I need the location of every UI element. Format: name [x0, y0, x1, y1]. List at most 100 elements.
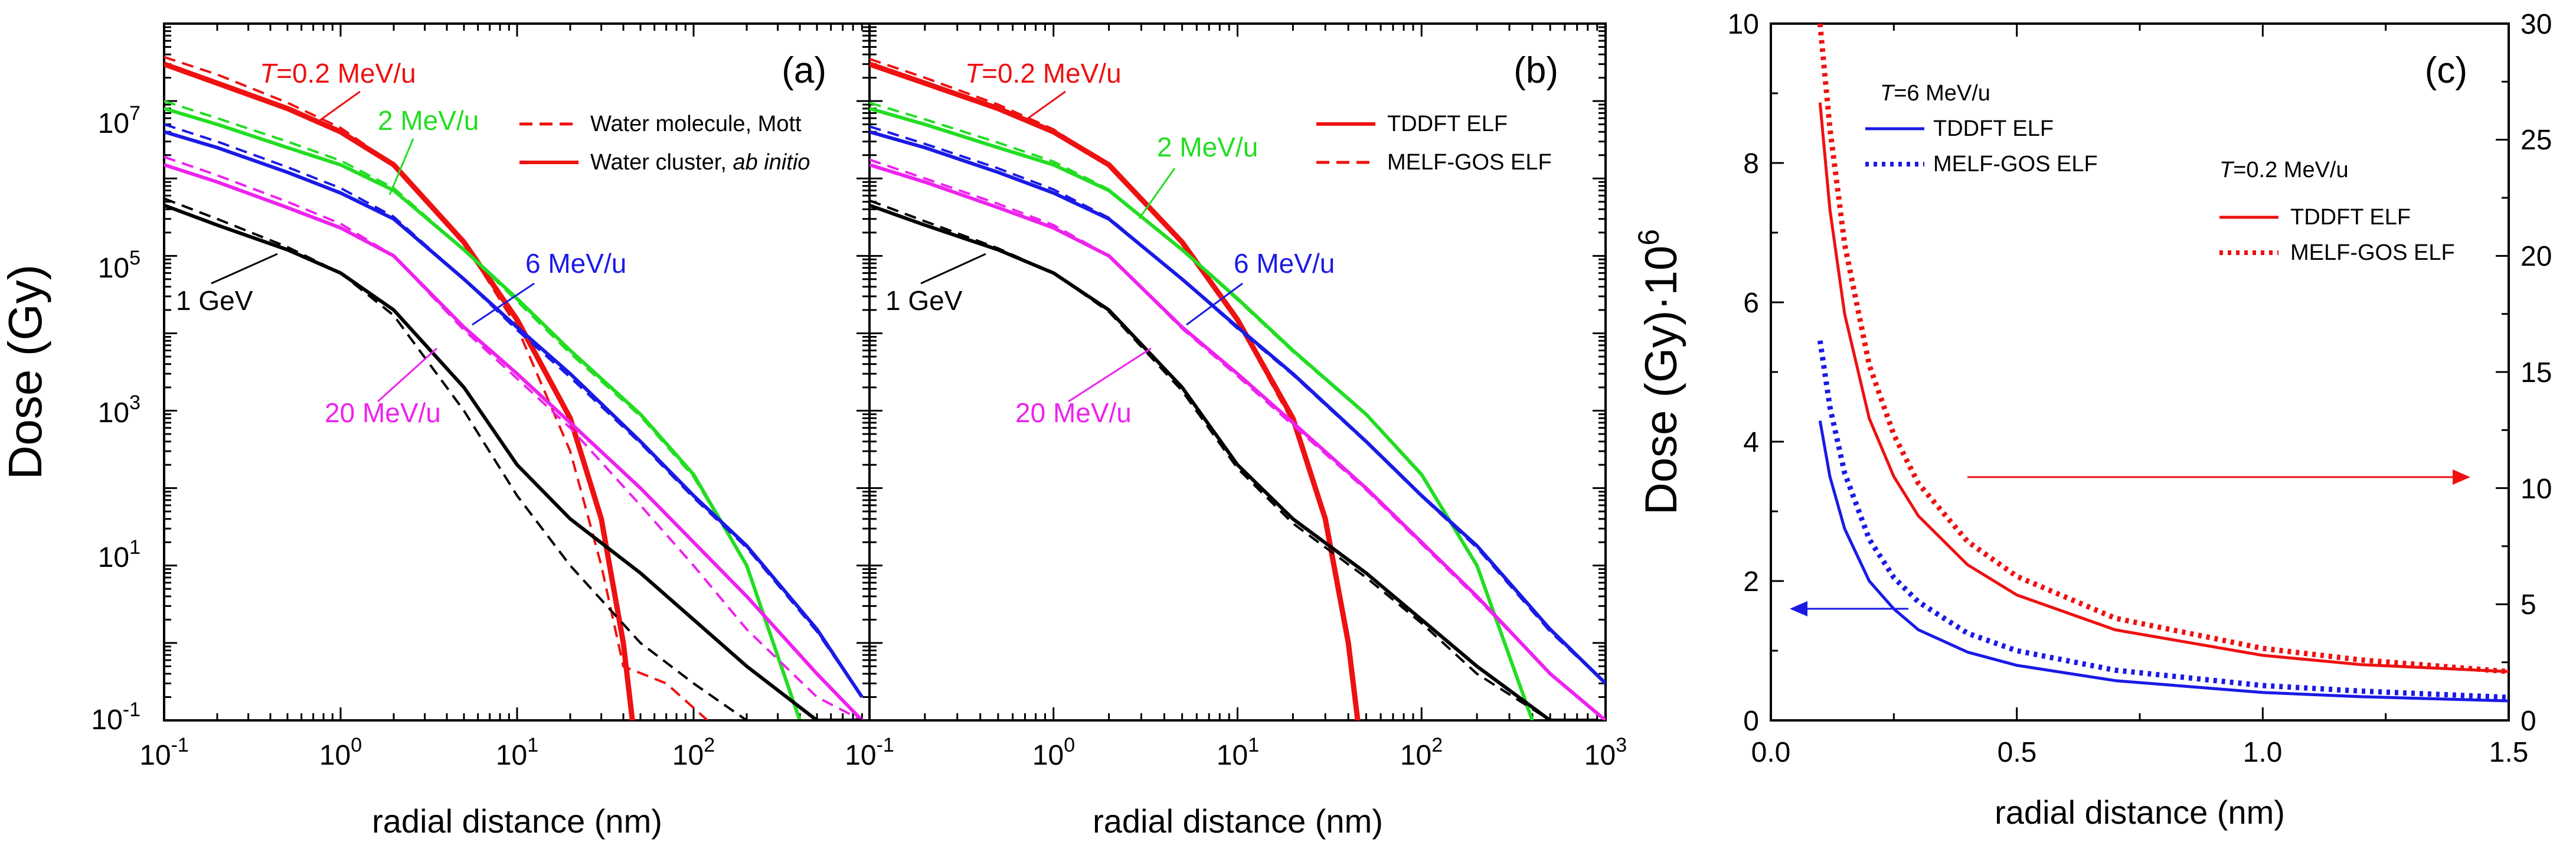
panel-label-c: (c) — [2425, 50, 2467, 91]
x-axis-label-b: radial distance (nm) — [1093, 802, 1383, 840]
y-axis-label: Dose (Gy) — [0, 265, 51, 480]
annotation-pointer — [377, 347, 438, 403]
series-line-solid — [164, 61, 635, 720]
annotation-6-mev: 6 MeV/u — [1234, 248, 1335, 279]
y2-tick-label: 25 — [2521, 125, 2552, 156]
annotation-6-mev: 6 MeV/u — [525, 248, 626, 279]
panel-b-x-tick-labels: 10-1 100 101 102 103 — [845, 734, 1627, 771]
legend-title-6-mev: T=6 MeV/u — [1880, 81, 1990, 106]
legend-label: Water molecule, Mott — [590, 112, 802, 136]
annotation-1-gev: 1 GeV — [176, 285, 253, 316]
annotation-2-mev: 2 MeV/u — [1157, 132, 1258, 162]
annotation-pointer — [1186, 282, 1243, 326]
panel-a-annotations: T=0.2 MeV/u 2 MeV/u 6 MeV/u 20 MeV/u 1 G… — [176, 58, 626, 428]
y-tick-label: 105 — [98, 247, 140, 284]
series-line-dashed — [869, 125, 1606, 684]
x-tick-label: 102 — [672, 734, 715, 771]
panel-c-x-tick-labels: 0.0 0.5 1.0 1.5 — [1751, 737, 2529, 768]
legend-label: TDDFT ELF — [2290, 205, 2411, 230]
series-line-dashed — [164, 123, 863, 698]
panel-c-curves — [1817, 24, 2509, 703]
panel-a-x-tick-labels: 10-1 100 101 102 — [139, 734, 715, 771]
y2-tick-label: 20 — [2521, 241, 2552, 272]
series-line-solid — [164, 130, 864, 699]
x-tick-label: 10-1 — [139, 734, 189, 771]
y-tick-label: 8 — [1743, 148, 1759, 180]
x-tick-label: 10-1 — [845, 734, 894, 771]
x-tick-label: 1.0 — [2243, 737, 2283, 768]
series-line-solid — [869, 61, 1361, 720]
y-tick-label: 107 — [98, 102, 140, 139]
annotation-pointer — [1138, 168, 1176, 219]
y-tick-label: 101 — [98, 536, 140, 573]
x-tick-label: 101 — [496, 734, 538, 771]
panel-c-y2-tick-labels: 0 5 10 15 20 25 30 — [2521, 9, 2552, 737]
annotation-pointer — [318, 90, 361, 122]
legend-label: Water cluster, ab initio — [590, 150, 810, 175]
annotation-2-mev: 2 MeV/u — [378, 105, 479, 136]
series-line-solid — [869, 203, 1597, 720]
panel-b-curves — [869, 57, 1606, 720]
legend-label: MELF-GOS ELF — [2290, 240, 2455, 265]
panel-c-y-tick-labels: 0 2 4 6 8 10 — [1728, 9, 1759, 737]
arrow-right-head — [2453, 469, 2470, 485]
panel-a-ticks — [163, 22, 869, 722]
x-axis-label-a: radial distance (nm) — [372, 802, 662, 840]
y2-tick-label: 30 — [2521, 9, 2552, 40]
x-tick-label: 102 — [1400, 734, 1443, 771]
panel-b-annotations: T=0.2 MeV/u 2 MeV/u 6 MeV/u 20 MeV/u 1 G… — [885, 58, 1335, 428]
annotation-0.2-mev: T=0.2 MeV/u — [260, 58, 416, 89]
series-line-solid — [869, 130, 1606, 685]
annotation-pointer — [1024, 90, 1066, 122]
annotation-pointer — [211, 253, 278, 285]
x-tick-label: 103 — [1584, 734, 1627, 771]
x-tick-label: 0.5 — [1998, 737, 2037, 768]
annotation-pointer — [388, 138, 414, 195]
y-tick-label: 10-1 — [91, 699, 140, 736]
legend-label: TDDFT ELF — [1933, 116, 2054, 141]
panel-a-y-tick-labels: 10-1 101 103 105 107 — [91, 102, 140, 736]
y2-tick-label: 0 — [2521, 706, 2536, 737]
annotation-pointer — [1068, 347, 1152, 403]
series-line-solid — [1818, 420, 2509, 703]
series-line-dotted — [1817, 24, 2509, 674]
y-axis-label-c: Dose (Gy)·106 — [1632, 229, 1686, 515]
series-line-solid — [164, 163, 864, 720]
panel-c-ticks — [1770, 22, 2510, 722]
series-line-dashed — [164, 56, 709, 720]
annotation-1-gev: 1 GeV — [885, 285, 963, 316]
panel-a-legend: Water molecule, Mott Water cluster, ab i… — [519, 112, 810, 175]
annotation-pointer — [920, 253, 986, 285]
legend-label: MELF-GOS ELF — [1933, 152, 2098, 177]
legend-title-0.2-mev: T=0.2 MeV/u — [2219, 158, 2349, 182]
y-tick-label: 6 — [1743, 288, 1759, 319]
panel-b-ticks — [868, 22, 1607, 722]
annotation-20-mev: 20 MeV/u — [1015, 397, 1132, 428]
arrow-left-head — [1790, 601, 1807, 616]
panel-c-legend: T=6 MeV/u TDDFT ELF MELF-GOS ELF T=0.2 M… — [1865, 81, 2455, 265]
series-line-dashed — [164, 100, 801, 720]
annotation-pointer — [472, 282, 535, 326]
legend-label: TDDFT ELF — [1387, 112, 1508, 136]
x-tick-label: 1.5 — [2489, 737, 2529, 768]
panel-b-legend: TDDFT ELF MELF-GOS ELF — [1316, 112, 1552, 175]
series-line-solid — [164, 106, 802, 720]
series-line-dashed — [164, 197, 862, 720]
panel-c-arrows — [1790, 469, 2470, 616]
panel-label-a: (a) — [782, 50, 826, 91]
y-tick-label: 103 — [98, 391, 140, 429]
x-tick-label: 101 — [1217, 734, 1259, 771]
y-tick-label: 0 — [1743, 706, 1759, 737]
series-line-solid — [164, 203, 862, 720]
y2-tick-label: 10 — [2521, 474, 2552, 505]
series-line-dotted — [1817, 340, 2509, 700]
series-line-dashed — [869, 57, 1359, 720]
x-tick-label: 100 — [1032, 734, 1075, 771]
x-tick-label: 0.0 — [1751, 737, 1791, 768]
panel-a-curves — [164, 56, 864, 720]
annotation-0.2-mev: T=0.2 MeV/u — [965, 58, 1122, 89]
series-line-solid — [869, 106, 1534, 720]
annotation-20-mev: 20 MeV/u — [325, 397, 441, 428]
panel-label-b: (b) — [1513, 50, 1558, 91]
